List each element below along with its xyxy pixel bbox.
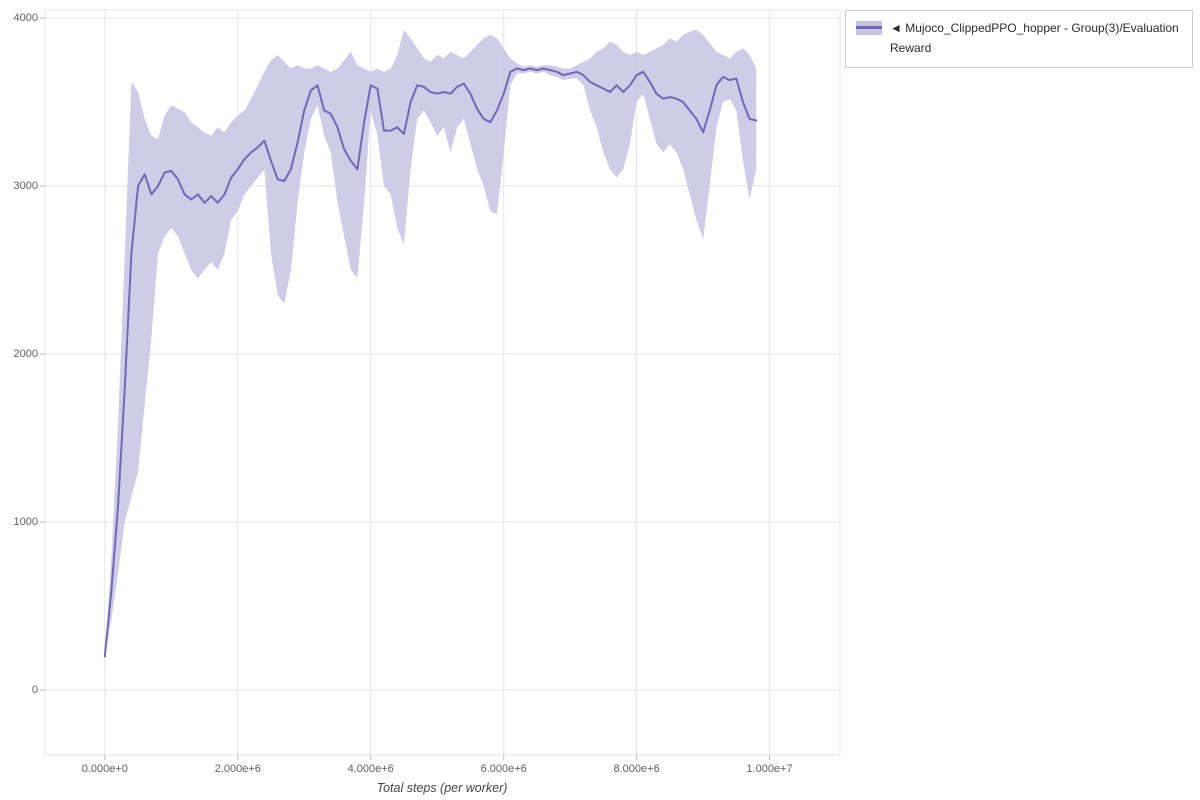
legend-swatch-band [856, 21, 882, 35]
legend-label: Mujoco_ClippedPPO_hopper - Group(3)/Eval… [890, 21, 1179, 55]
mean-line [103, 67, 758, 658]
legend-marker: ◄ [890, 21, 902, 35]
plot-outline [44, 9, 841, 756]
legend[interactable]: ◄ Mujoco_ClippedPPO_hopper - Group(3)/Ev… [845, 10, 1193, 68]
legend-swatch-line [856, 26, 882, 29]
legend-entry: ◄ Mujoco_ClippedPPO_hopper - Group(3)/Ev… [890, 19, 1182, 59]
x-axis-title: Total steps (per worker) [376, 781, 508, 795]
confidence-band [104, 29, 757, 657]
